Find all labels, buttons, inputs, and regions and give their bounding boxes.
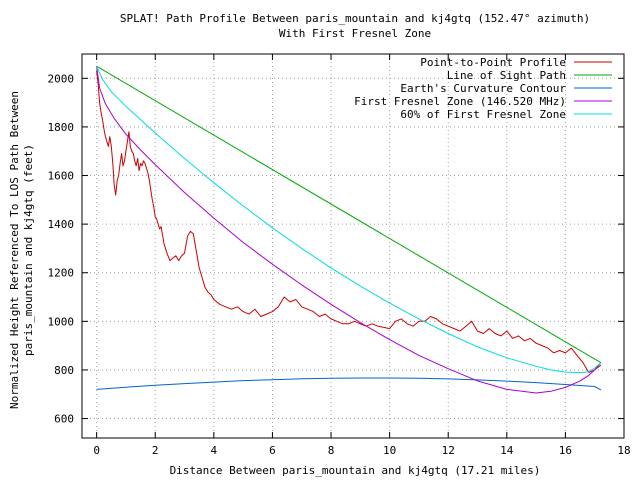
y-tick-label: 1200 [48, 267, 75, 280]
y-tick-label: 1000 [48, 315, 75, 328]
legend-label-1: Line of Sight Path [447, 69, 566, 82]
x-axis-label: Distance Between paris_mountain and kj4g… [170, 464, 541, 477]
y-tick-label: 1600 [48, 170, 75, 183]
y-axis-label-line2: paris_mountain and kj4gtq (feet) [22, 144, 35, 356]
x-tick-label: 14 [500, 444, 514, 457]
x-tick-label: 6 [269, 444, 276, 457]
chart-title-line1: SPLAT! Path Profile Between paris_mounta… [120, 12, 590, 25]
y-axis-label-line1: Normalized Height Referenced To LOS Path… [8, 91, 21, 409]
y-axis-ticks: 600 800 1000 1200 1400 1600 1800 2000 [48, 72, 624, 426]
x-tick-label: 0 [93, 444, 100, 457]
plot-frame [81, 53, 625, 439]
x-tick-label: 2 [152, 444, 159, 457]
x-tick-label: 10 [383, 444, 396, 457]
x-tick-label: 8 [328, 444, 335, 457]
x-tick-label: 12 [442, 444, 455, 457]
x-tick-label: 4 [211, 444, 218, 457]
legend-label-0: Point-to-Point Profile [420, 56, 566, 69]
series-line-4 [96, 65, 602, 374]
y-tick-label: 1400 [48, 218, 75, 231]
series-lines [96, 65, 602, 394]
series-line-0 [96, 70, 602, 373]
legend-label-2: Earth's Curvature Contour [400, 82, 566, 95]
x-tick-label: 18 [617, 444, 630, 457]
legend-label-3: First Fresnel Zone (146.520 MHz) [354, 95, 566, 108]
chart-title-line2: With First Fresnel Zone [279, 27, 431, 40]
y-tick-label: 800 [54, 364, 74, 377]
series-line-3 [96, 66, 602, 394]
y-tick-label: 600 [54, 413, 74, 426]
series-line-1 [96, 65, 602, 364]
series-line-2 [96, 377, 602, 391]
x-tick-label: 16 [559, 444, 572, 457]
x-axis-ticks: 0 2 4 6 8 10 12 14 16 18 [93, 54, 631, 457]
y-tick-label: 1800 [48, 121, 75, 134]
y-tick-label: 2000 [48, 72, 75, 85]
legend-label-4: 60% of First Fresnel Zone [400, 108, 566, 121]
